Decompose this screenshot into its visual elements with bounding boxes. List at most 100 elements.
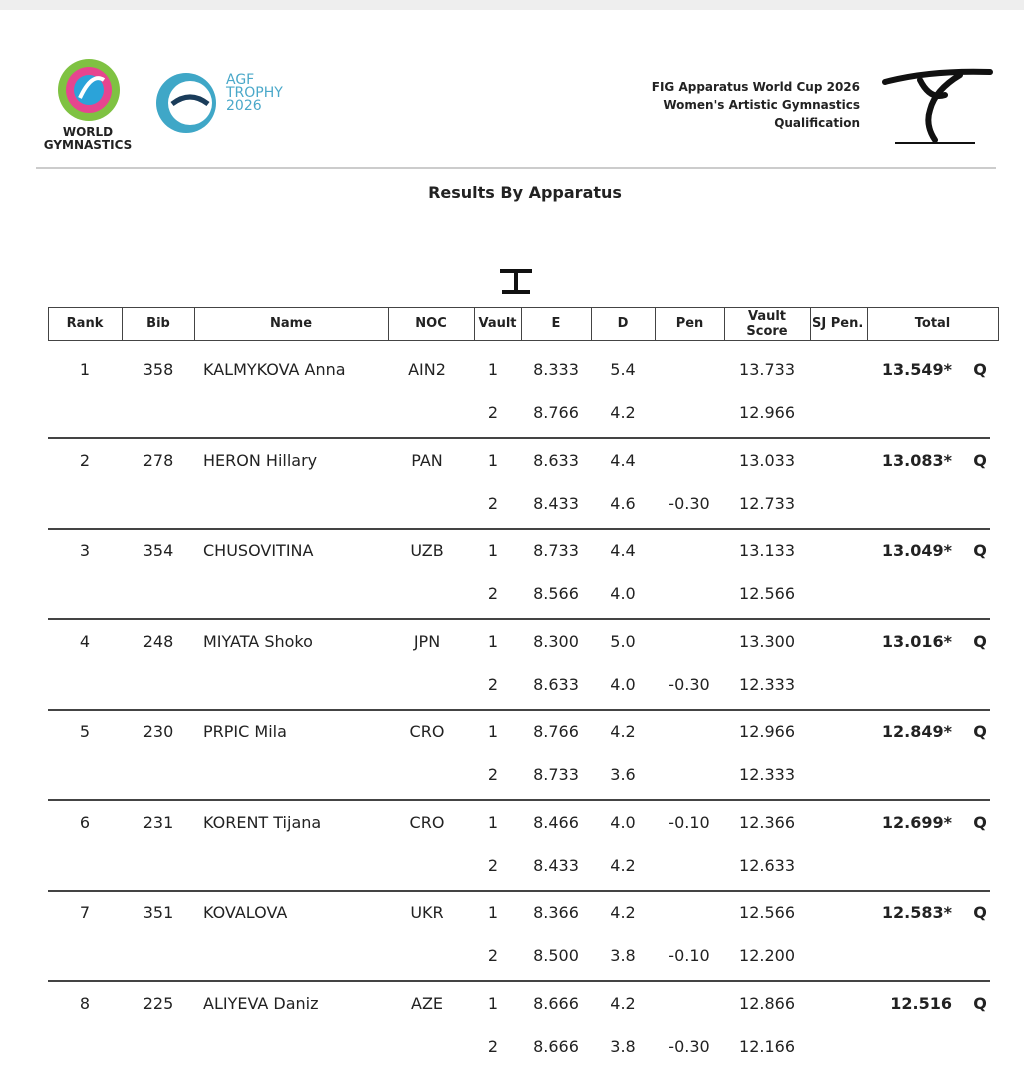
vault-cell: 12.566 bbox=[739, 903, 795, 922]
vault-cell: 12.633 bbox=[739, 855, 795, 875]
cell: KOVALOVA bbox=[203, 903, 288, 922]
vault-cell: 4.4 bbox=[610, 450, 636, 470]
column-divider bbox=[48, 307, 49, 341]
column-header: D bbox=[617, 316, 629, 331]
vault-cell: 2 bbox=[487, 1036, 499, 1056]
vault-cell: -0.30 bbox=[668, 493, 710, 513]
vault-cell: 8.633 bbox=[533, 450, 579, 470]
vault-cell: 12.866 bbox=[739, 993, 795, 1013]
qualified: Q bbox=[973, 993, 987, 1013]
logo-agf-inner bbox=[168, 81, 212, 125]
cell: 5 bbox=[79, 722, 91, 741]
vault-cell: 5.0 bbox=[610, 631, 636, 651]
column-header: Bib bbox=[146, 316, 170, 331]
column-header: E bbox=[551, 316, 561, 331]
column-divider bbox=[122, 307, 123, 341]
cell: UKR bbox=[410, 903, 444, 922]
column-divider bbox=[388, 307, 389, 341]
row-separator bbox=[48, 437, 990, 439]
cell: 248 bbox=[142, 631, 174, 651]
cell: PAN bbox=[411, 450, 443, 470]
vault-cell: 4.0 bbox=[610, 584, 636, 603]
cell: 1 bbox=[79, 360, 91, 379]
total: 13.549* bbox=[881, 360, 952, 379]
vault-cell: 12.733 bbox=[739, 493, 795, 513]
vault-cell: 8.733 bbox=[533, 765, 579, 784]
vault-cell: 1 bbox=[487, 631, 499, 651]
event-line: Qualification bbox=[774, 116, 860, 130]
vault-cell: 2 bbox=[487, 946, 499, 965]
vault-cell: 8.500 bbox=[533, 946, 579, 965]
vault-cell: 12.366 bbox=[739, 812, 795, 832]
column-header: Vault bbox=[478, 316, 517, 331]
vault-cell: 3.8 bbox=[610, 1036, 636, 1056]
vault-cell: 4.0 bbox=[610, 812, 636, 832]
vault-cell: 8.433 bbox=[533, 493, 579, 513]
logo-world-text: GYMNASTICS bbox=[43, 138, 133, 152]
total: 12.849* bbox=[881, 722, 952, 741]
column-header: Total bbox=[914, 316, 951, 331]
vault-cell: 8.366 bbox=[533, 903, 579, 922]
qualified: Q bbox=[973, 631, 987, 651]
graphics bbox=[36, 59, 996, 294]
total: 12.699* bbox=[881, 812, 952, 832]
vault-icon bbox=[500, 269, 532, 294]
vault-cell: 8.666 bbox=[533, 993, 579, 1013]
vault-cell: 2 bbox=[487, 584, 499, 603]
cell: 2 bbox=[79, 450, 91, 470]
vault-cell: 2 bbox=[487, 403, 499, 422]
logo-agf-figure bbox=[170, 94, 210, 107]
column-header: SJ Pen. bbox=[812, 316, 864, 331]
cell: AZE bbox=[410, 993, 444, 1013]
gymnast-silhouette bbox=[882, 68, 993, 143]
vault-cell: -0.30 bbox=[668, 674, 710, 694]
vault-cell: 1 bbox=[487, 993, 499, 1013]
column-divider bbox=[591, 307, 592, 341]
vault-cell: 4.2 bbox=[610, 993, 636, 1013]
column-header: Rank bbox=[66, 316, 104, 331]
vault-cell: 2 bbox=[487, 765, 499, 784]
page-title: Results By Apparatus bbox=[428, 183, 622, 202]
vault-cell: 4.2 bbox=[610, 403, 636, 422]
qualified: Q bbox=[973, 722, 987, 741]
vault-cell: 2 bbox=[487, 674, 499, 694]
vault-cell: 12.166 bbox=[739, 1036, 795, 1056]
cell: 230 bbox=[142, 722, 174, 741]
cell: 4 bbox=[79, 631, 91, 651]
vault-cell: 2 bbox=[487, 493, 499, 513]
cell: MIYATA Shoko bbox=[203, 631, 313, 651]
top-strip bbox=[0, 0, 1024, 10]
vault-cell: 8.466 bbox=[533, 812, 579, 832]
vault-cell: 13.133 bbox=[739, 541, 795, 560]
cell: 225 bbox=[142, 993, 174, 1013]
row-separator bbox=[48, 889, 990, 892]
vault-cell: 1 bbox=[487, 903, 499, 922]
vault-cell: 12.566 bbox=[739, 584, 795, 603]
qualified: Q bbox=[973, 541, 987, 560]
vault-cell: 4.2 bbox=[610, 903, 636, 922]
column-header: NOC bbox=[415, 316, 447, 331]
vault-cell: 1 bbox=[487, 722, 499, 741]
column-divider bbox=[521, 307, 522, 341]
vault-cell: 8.433 bbox=[533, 855, 579, 875]
cell: 8 bbox=[79, 993, 91, 1013]
vault-cell: 8.766 bbox=[533, 403, 579, 422]
cell: 7 bbox=[79, 903, 91, 922]
vault-cell: 4.6 bbox=[610, 493, 636, 513]
cell: 231 bbox=[142, 812, 174, 832]
vault-cell: 8.766 bbox=[533, 722, 579, 741]
vault-cell: -0.30 bbox=[668, 1036, 710, 1056]
vault-cell: 8.333 bbox=[533, 360, 579, 379]
vault-cell: 13.300 bbox=[739, 631, 795, 651]
vault-cell: 8.733 bbox=[533, 541, 579, 560]
vault-cell: 3.8 bbox=[610, 946, 636, 965]
total: 13.049* bbox=[881, 541, 952, 560]
cell: UZB bbox=[410, 541, 444, 560]
vault-cell: 1 bbox=[487, 541, 499, 560]
qualified: Q bbox=[973, 903, 987, 922]
total: 13.016* bbox=[881, 631, 952, 651]
vault-cell: 12.966 bbox=[739, 403, 795, 422]
vault-cell: 8.633 bbox=[533, 674, 579, 694]
vault-cell: -0.10 bbox=[668, 946, 710, 965]
